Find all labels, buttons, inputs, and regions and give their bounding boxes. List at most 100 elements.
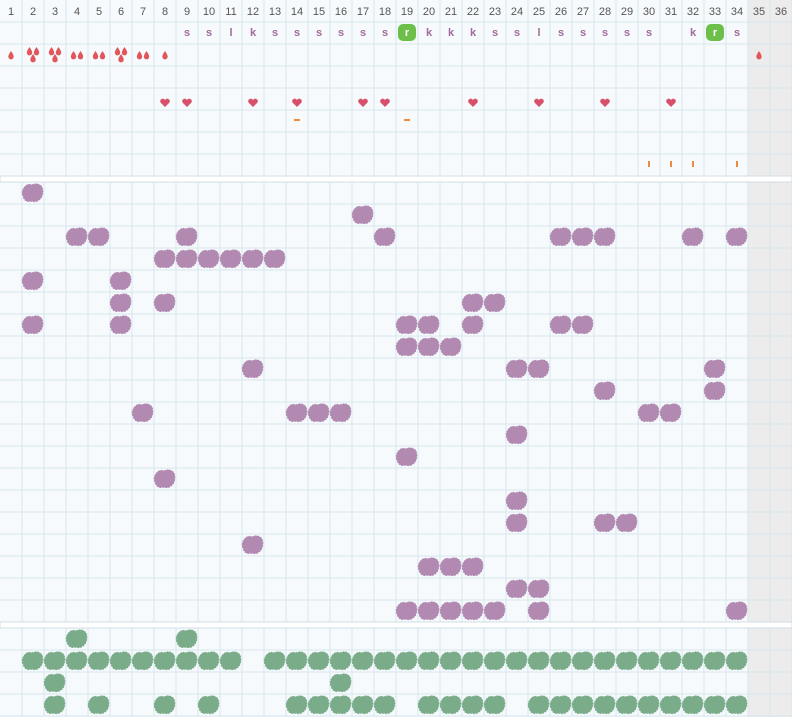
purple-blob	[153, 293, 176, 313]
purple-blob	[329, 403, 352, 423]
green-blob	[197, 695, 220, 715]
drop	[99, 51, 106, 60]
green-blob	[483, 651, 506, 671]
column-number: 2	[30, 6, 36, 18]
tick	[648, 161, 650, 167]
green-blob	[703, 695, 726, 715]
green-blob	[175, 651, 198, 671]
tick	[736, 161, 738, 167]
purple-blob	[505, 579, 528, 599]
drop	[121, 47, 128, 56]
purple-blob	[109, 293, 132, 313]
green-blob	[571, 695, 594, 715]
green-blob	[43, 695, 66, 715]
purple-blob	[637, 403, 660, 423]
green-blob	[175, 629, 198, 649]
letter: s	[294, 27, 300, 39]
column-number: 32	[687, 6, 699, 18]
column-number: 18	[379, 6, 391, 18]
drop	[55, 47, 62, 56]
purple-blob	[241, 535, 264, 555]
letter: l	[229, 27, 232, 39]
letter: s	[338, 27, 344, 39]
letter: k	[426, 27, 433, 39]
badge	[706, 24, 724, 41]
green-blob	[65, 629, 88, 649]
purple-blob	[483, 601, 506, 621]
purple-blob	[417, 315, 440, 335]
purple-blob	[593, 227, 616, 247]
purple-blob	[241, 249, 264, 269]
purple-blob	[21, 183, 44, 203]
purple-blob	[175, 227, 198, 247]
tick	[692, 161, 694, 167]
purple-blob	[659, 403, 682, 423]
drop	[92, 51, 99, 60]
column-number: 21	[445, 6, 457, 18]
green-blob	[87, 695, 110, 715]
green-blob	[21, 651, 44, 671]
letter: s	[272, 27, 278, 39]
column-number: 34	[731, 6, 743, 18]
heart	[160, 98, 170, 107]
purple-blob	[373, 227, 396, 247]
dash	[294, 119, 300, 121]
drop	[756, 51, 762, 60]
purple-blob	[461, 601, 484, 621]
column-number: 11	[225, 6, 236, 18]
purple-blob	[703, 381, 726, 401]
letter: k	[690, 27, 697, 39]
purple-blob	[417, 601, 440, 621]
purple-blob	[395, 315, 418, 335]
green-blob	[439, 651, 462, 671]
green-blob	[593, 651, 616, 671]
purple-blob	[21, 315, 44, 335]
purple-blob	[131, 403, 154, 423]
column-number: 12	[247, 6, 259, 18]
purple-blob	[505, 425, 528, 445]
drop	[52, 54, 58, 63]
column-number: 4	[74, 6, 80, 18]
purple-blob	[109, 271, 132, 291]
column-number: 1	[8, 6, 14, 18]
green-blob	[219, 651, 242, 671]
column-number: 35	[753, 6, 765, 18]
green-blob	[373, 651, 396, 671]
letter: s	[382, 27, 388, 39]
letter: s	[206, 27, 212, 39]
letter: s	[646, 27, 652, 39]
column-number: 27	[577, 6, 589, 18]
green-blob	[461, 651, 484, 671]
drop	[77, 51, 84, 60]
purple-blob	[21, 271, 44, 291]
column-number: 33	[709, 6, 721, 18]
green-blob	[65, 651, 88, 671]
purple-blob	[417, 557, 440, 577]
letter: s	[558, 27, 564, 39]
green-blob	[527, 651, 550, 671]
column-number: 29	[621, 6, 633, 18]
heart	[600, 98, 610, 107]
purple-blob	[527, 601, 550, 621]
purple-blob	[439, 337, 462, 357]
drop	[26, 47, 33, 56]
purple-blob	[439, 601, 462, 621]
column-number: 30	[643, 6, 655, 18]
heart	[292, 98, 302, 107]
green-blob	[329, 695, 352, 715]
green-blob	[307, 651, 330, 671]
letter: s	[734, 27, 740, 39]
purple-blob	[483, 293, 506, 313]
letter: s	[514, 27, 520, 39]
column-number: 14	[291, 6, 303, 18]
column-number: 23	[489, 6, 501, 18]
drop	[136, 51, 143, 60]
purple-blob	[703, 359, 726, 379]
drop	[30, 54, 36, 63]
green-blob	[681, 695, 704, 715]
green-blob	[417, 695, 440, 715]
heart	[358, 98, 368, 107]
purple-blob	[241, 359, 264, 379]
badge-letter: r	[405, 27, 410, 39]
